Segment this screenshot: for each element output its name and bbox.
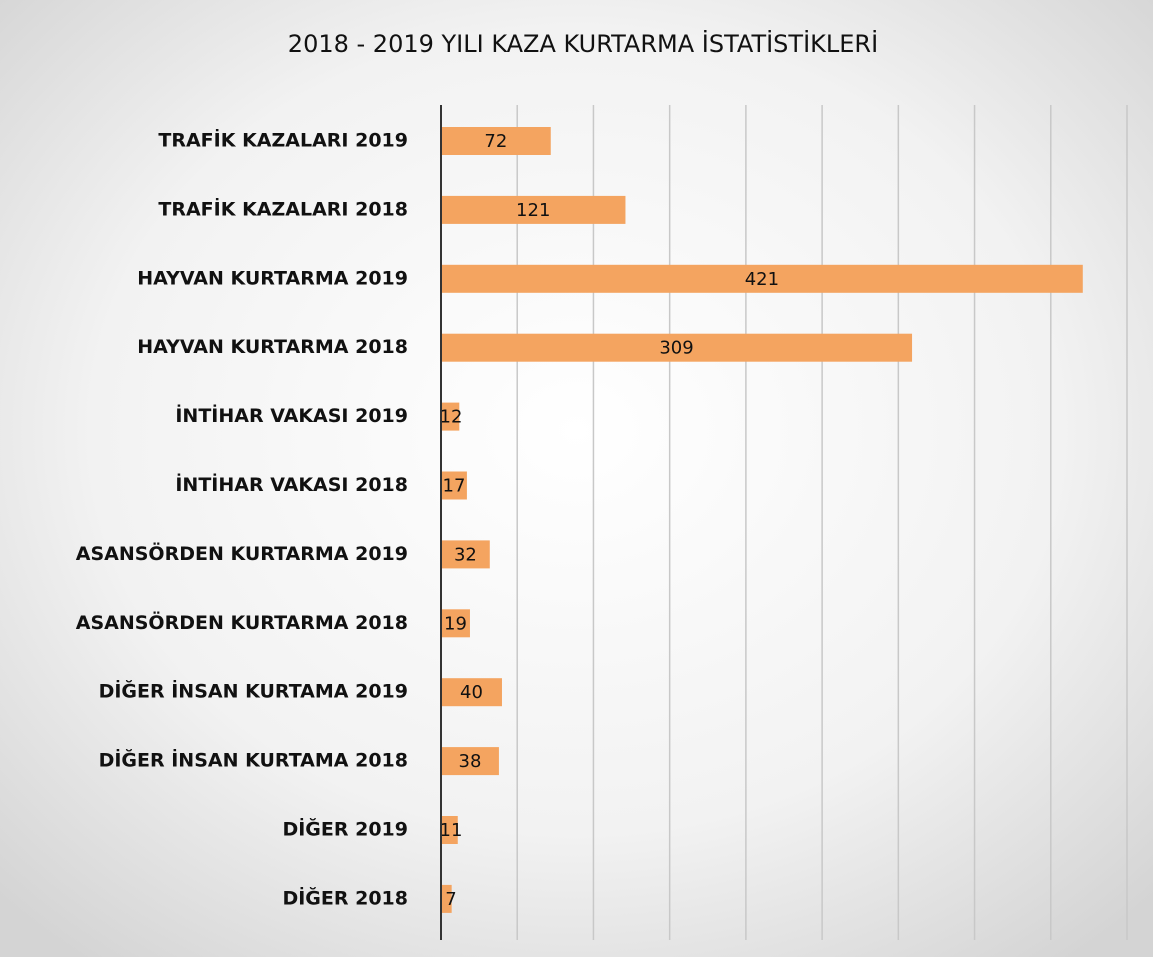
- value-label: 17: [443, 476, 466, 497]
- bar: [441, 402, 460, 431]
- value-label: 72: [484, 131, 507, 152]
- value-label: 38: [459, 751, 482, 772]
- bar: [441, 264, 1083, 293]
- bar: [441, 333, 913, 362]
- y-tick-label: DİĞER 2018: [282, 885, 408, 909]
- bar: [441, 471, 467, 500]
- bar: [441, 127, 551, 155]
- y-tick-label: ASANSÖRDEN KURTARMA 2018: [76, 610, 408, 634]
- value-label: 121: [516, 200, 550, 221]
- value-label: 309: [659, 338, 693, 359]
- value-label: 12: [440, 407, 463, 428]
- y-tick-label: HAYVAN KURTARMA 2018: [137, 336, 408, 358]
- chart-title: 2018 - 2019 YILI KAZA KURTARMA İSTATİSTİ…: [288, 29, 878, 58]
- bar: [441, 884, 452, 913]
- y-tick-label: İNTİHAR VAKASI 2018: [175, 472, 408, 496]
- bar: [441, 195, 626, 224]
- bar: [441, 747, 499, 776]
- y-tick-label: TRAFİK KAZALARI 2018: [158, 196, 408, 220]
- value-label: 11: [440, 820, 463, 841]
- value-label: 19: [444, 613, 467, 634]
- bar: [441, 540, 490, 569]
- y-tick-label: DİĞER İNSAN KURTAMA 2019: [99, 679, 408, 703]
- y-tick-label: DİĞER İNSAN KURTAMA 2018: [99, 748, 408, 772]
- value-label: 40: [460, 682, 483, 703]
- y-tick-label: DİĞER 2019: [282, 817, 408, 841]
- bar: [441, 816, 458, 844]
- value-label: 421: [745, 269, 779, 290]
- y-tick-label: İNTİHAR VAKASI 2019: [175, 403, 408, 427]
- value-label: 7: [445, 889, 456, 910]
- value-label: 32: [454, 544, 477, 565]
- y-tick-label: ASANSÖRDEN KURTARMA 2019: [76, 541, 408, 565]
- bar: [441, 609, 470, 638]
- y-tick-label: HAYVAN KURTARMA 2019: [137, 267, 408, 289]
- y-tick-label: TRAFİK KAZALARI 2019: [158, 128, 408, 152]
- bar: [441, 678, 502, 707]
